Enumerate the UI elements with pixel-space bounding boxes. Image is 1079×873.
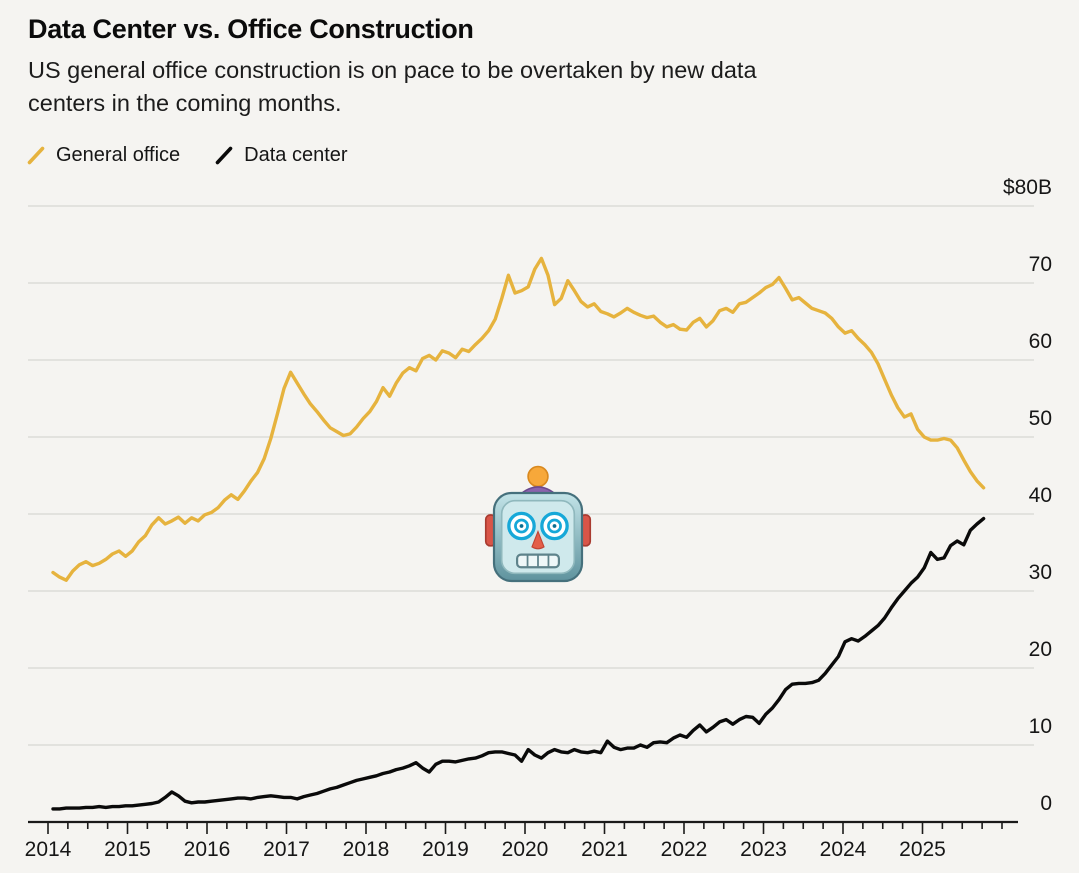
x-tick-label-2025: 2025 <box>899 838 946 861</box>
legend-item-data-center: Data center <box>214 144 348 167</box>
chart-subtitle-line2: centers in the coming months. <box>28 90 342 116</box>
y-tick-label-50: 50 <box>1029 407 1052 430</box>
x-tick-label-2014: 2014 <box>25 838 72 861</box>
x-tick-label-2015: 2015 <box>104 838 151 861</box>
general-office-line-swatch-icon <box>27 146 45 165</box>
y-tick-label-70: 70 <box>1029 253 1052 276</box>
chart-title: Data Center vs. Office Construction <box>28 14 474 44</box>
x-tick-label-2024: 2024 <box>820 838 867 861</box>
x-tick-label-2019: 2019 <box>422 838 469 861</box>
series-line-general-office <box>51 256 986 582</box>
x-tick-label-2021: 2021 <box>581 838 628 861</box>
robot-emoji-icon <box>483 464 593 588</box>
y-tick-label-0: 0 <box>1040 792 1052 815</box>
y-tick-label-40: 40 <box>1029 484 1052 507</box>
x-tick-label-2017: 2017 <box>263 838 310 861</box>
series-line-data-center <box>51 516 986 811</box>
x-tick-label-2018: 2018 <box>343 838 390 861</box>
robot-emoji-graphic <box>484 465 592 583</box>
y-tick-label-30: 30 <box>1029 561 1052 584</box>
y-tick-label-80: $80B <box>1003 176 1052 199</box>
legend-label-general-office: General office <box>56 144 181 166</box>
x-tick-label-2020: 2020 <box>502 838 549 861</box>
chart-subtitle-line1: US general office construction is on pac… <box>28 57 757 83</box>
x-tick-label-2016: 2016 <box>184 838 231 861</box>
x-tick-label-2023: 2023 <box>740 838 787 861</box>
legend-label-data-center: Data center <box>244 144 348 166</box>
y-tick-label-60: 60 <box>1029 330 1052 353</box>
legend-item-general-office: General office <box>26 144 180 167</box>
data-center-line-swatch-icon <box>215 146 233 165</box>
chart-subtitle: US general office construction is on pac… <box>28 54 757 120</box>
legend: General office Data center <box>26 144 348 167</box>
x-tick-label-2022: 2022 <box>661 838 708 861</box>
y-tick-label-10: 10 <box>1029 715 1052 738</box>
y-tick-label-20: 20 <box>1029 638 1052 661</box>
